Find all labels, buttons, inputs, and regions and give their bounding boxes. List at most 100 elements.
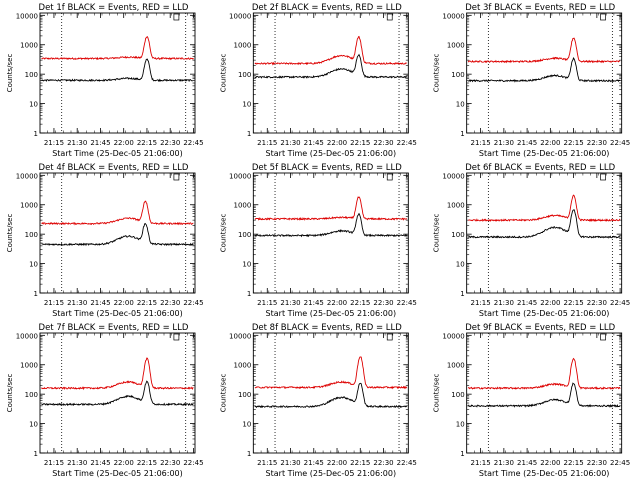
y-tick-label: 10000: [16, 172, 38, 180]
y-tick-label: 10: [242, 421, 251, 429]
y-tick-label: 100: [451, 231, 464, 239]
x-tick-label: 21:15: [257, 139, 277, 147]
plot-frame: [466, 12, 623, 134]
x-axis-label: Start Time (25-Dec-05 21:06:00): [266, 469, 397, 478]
x-tick-label: 21:30: [280, 299, 300, 307]
plot-frame: [39, 172, 196, 294]
x-tick-label: 21:45: [90, 459, 110, 467]
x-tick-label: 22:15: [564, 299, 584, 307]
x-tick-label: 22:00: [327, 139, 347, 147]
x-tick-label: 21:15: [44, 299, 64, 307]
plot-frame: [466, 332, 623, 454]
y-axis-label: Counts/sec: [433, 214, 441, 253]
x-tick-label: 22:30: [373, 459, 393, 467]
x-tick-label: 21:30: [494, 299, 514, 307]
x-tick-label: 22:30: [587, 139, 607, 147]
y-tick-label: 10: [456, 101, 465, 109]
chart-title: Det 6f BLACK = Events, RED = LLD: [465, 163, 615, 173]
x-tick-label: 22:45: [183, 459, 203, 467]
plot-frame: [252, 172, 409, 294]
x-tick-label: 22:30: [160, 459, 180, 467]
y-tick-label: 10: [29, 101, 38, 109]
y-tick-label: 1000: [234, 42, 252, 50]
y-tick-label: 10000: [229, 332, 251, 340]
x-tick-label: 22:00: [540, 459, 560, 467]
y-tick-label: 100: [238, 71, 251, 79]
y-tick-label: 100: [25, 391, 38, 399]
x-tick-label: 21:45: [517, 139, 537, 147]
y-tick-label: 1: [460, 450, 464, 458]
events-series-line: [41, 58, 194, 83]
x-tick-label: 22:45: [397, 139, 417, 147]
x-tick-label: 21:45: [304, 299, 324, 307]
x-tick-label: 22:45: [397, 459, 417, 467]
chart-panel: Det 6f BLACK = Events, RED = LLD Counts/s…: [433, 163, 631, 318]
y-tick-label: 100: [238, 231, 251, 239]
chart-panel: Det 2f BLACK = Events, RED = LLD Counts/s…: [219, 3, 417, 158]
x-tick-label: 22:30: [587, 299, 607, 307]
x-tick-label: 22:15: [137, 299, 157, 307]
chart-title: Det 1f BLACK = Events, RED = LLD: [39, 3, 189, 13]
y-tick-label: 1000: [447, 362, 465, 370]
y-tick-label: 1000: [234, 362, 252, 370]
chart-title: Det 9f BLACK = Events, RED = LLD: [465, 323, 615, 333]
chart-panel: Det 3f BLACK = Events, RED = LLD Counts/s…: [433, 3, 631, 158]
y-tick-label: 1: [460, 130, 464, 138]
x-tick-label: 21:30: [494, 459, 514, 467]
box-marker: [386, 13, 393, 21]
lld-series-line: [41, 200, 194, 226]
chart-title: Det 3f BLACK = Events, RED = LLD: [465, 3, 615, 13]
y-tick-label: 10: [29, 421, 38, 429]
box-marker: [386, 333, 393, 341]
y-tick-label: 10000: [16, 12, 38, 20]
y-tick-label: 10000: [16, 332, 38, 340]
x-tick-label: 22:15: [564, 139, 584, 147]
x-tick-label: 21:15: [257, 459, 277, 467]
y-axis-label: Counts/sec: [6, 214, 14, 253]
x-tick-label: 21:45: [90, 299, 110, 307]
x-tick-label: 21:15: [257, 299, 277, 307]
y-tick-label: 10: [456, 261, 465, 269]
y-tick-label: 1: [34, 130, 38, 138]
x-tick-label: 22:00: [114, 139, 134, 147]
y-tick-label: 10: [29, 261, 38, 269]
plot-frame: [39, 12, 196, 134]
x-tick-label: 22:30: [160, 139, 180, 147]
x-tick-label: 22:30: [373, 299, 393, 307]
events-series-line: [467, 382, 621, 408]
chart-title: Det 8f BLACK = Events, RED = LLD: [252, 323, 402, 333]
chart-title: Det 4f BLACK = Events, RED = LLD: [39, 163, 189, 173]
x-tick-label: 21:15: [471, 299, 491, 307]
chart-panel: Det 1f BLACK = Events, RED = LLD Counts/s…: [6, 3, 204, 158]
plot-frame: [252, 12, 409, 134]
chart-panel: Det 7f BLACK = Events, RED = LLD Counts/s…: [6, 323, 204, 478]
x-tick-label: 21:30: [67, 299, 87, 307]
chart-panel: Det 4f BLACK = Events, RED = LLD Counts/s…: [6, 163, 204, 318]
x-tick-label: 22:00: [327, 459, 347, 467]
y-tick-label: 1: [247, 450, 251, 458]
plot-frame: [466, 172, 623, 294]
x-axis-label: Start Time (25-Dec-05 21:06:00): [52, 309, 183, 318]
y-axis-label: Counts/sec: [219, 374, 227, 413]
x-axis-label: Start Time (25-Dec-05 21:06:00): [52, 469, 183, 478]
y-tick-label: 10: [242, 101, 251, 109]
x-tick-label: 22:15: [564, 459, 584, 467]
y-tick-label: 10000: [229, 12, 251, 20]
y-tick-label: 1000: [20, 362, 38, 370]
x-tick-label: 22:45: [610, 139, 630, 147]
x-tick-label: 21:30: [280, 459, 300, 467]
y-tick-label: 100: [451, 71, 464, 79]
chart-panel: Det 5f BLACK = Events, RED = LLD Counts/s…: [219, 163, 417, 318]
chart-title: Det 7f BLACK = Events, RED = LLD: [39, 323, 189, 333]
x-tick-label: 21:45: [90, 139, 110, 147]
y-tick-label: 100: [25, 231, 38, 239]
y-axis-label: Counts/sec: [6, 54, 14, 93]
lld-series-line: [254, 356, 408, 390]
y-tick-label: 1: [34, 290, 38, 298]
box-marker: [173, 173, 180, 181]
y-tick-label: 1: [247, 130, 251, 138]
lld-series-line: [41, 36, 194, 61]
y-tick-label: 1: [34, 450, 38, 458]
y-axis-label: Counts/sec: [6, 374, 14, 413]
x-tick-label: 22:00: [540, 299, 560, 307]
